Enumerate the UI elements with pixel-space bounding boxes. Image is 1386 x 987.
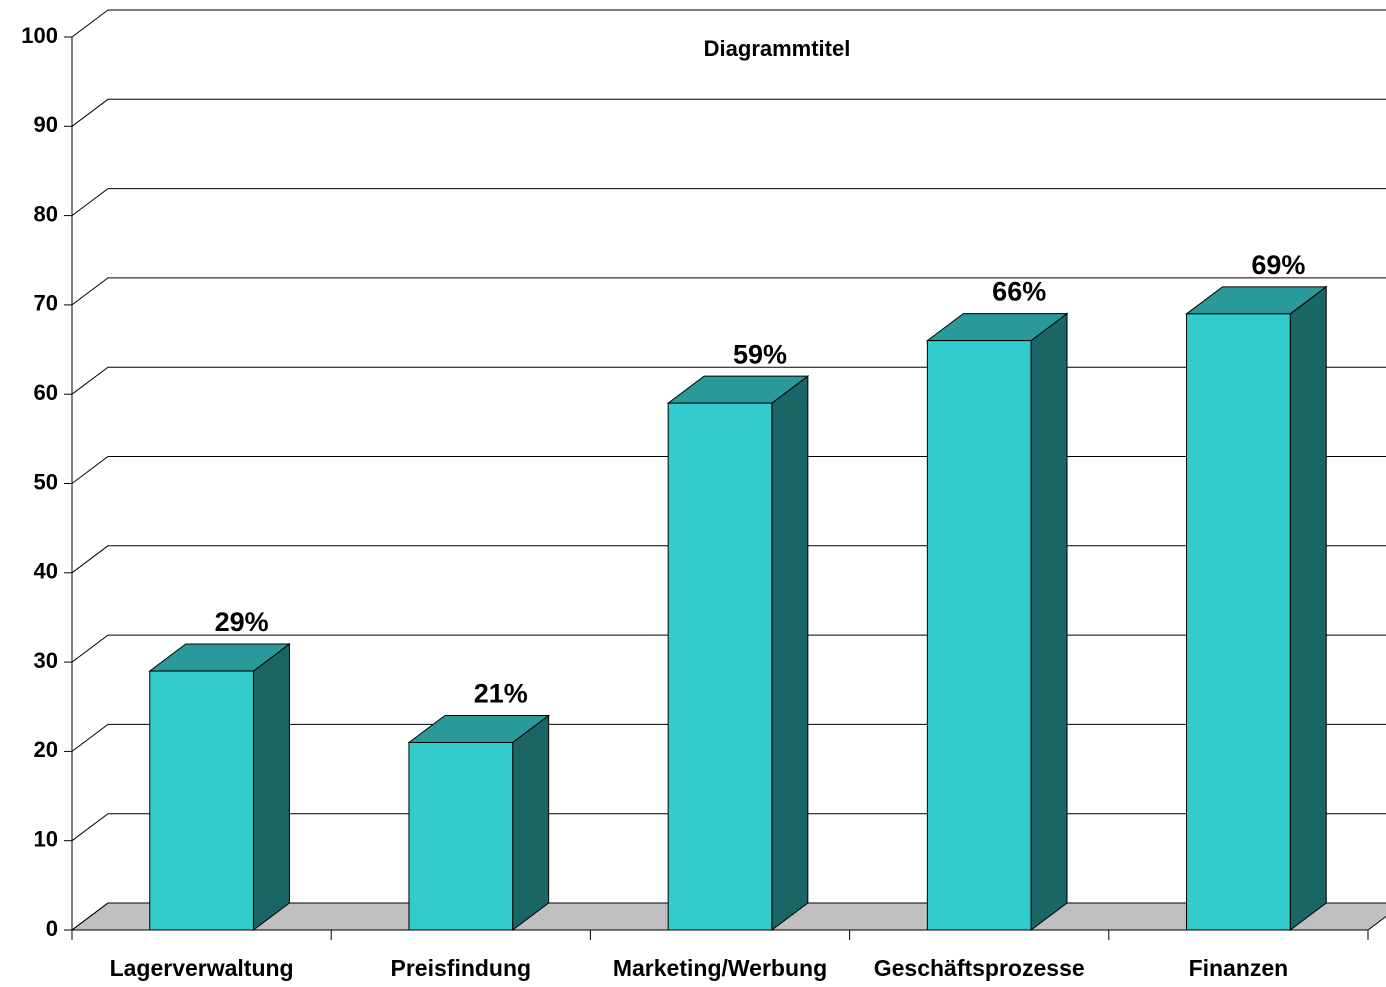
y-tick-label: 100 [21, 23, 58, 48]
bar-side [1030, 312, 1068, 931]
y-tick-label: 10 [34, 827, 58, 852]
y-tick-label: 70 [34, 291, 58, 316]
y-tick-label: 90 [34, 112, 58, 137]
y-tick-label: 80 [34, 201, 58, 226]
value-label: 29% [215, 607, 269, 637]
x-tick-label: Geschäftsprozesse [874, 955, 1085, 981]
y-tick-label: 20 [34, 737, 58, 762]
bar-side [512, 714, 550, 931]
x-tick-label: Finanzen [1189, 955, 1289, 981]
value-label: 69% [1251, 250, 1305, 280]
grid-line [71, 188, 1386, 217]
x-tick-label: Marketing/Werbung [613, 955, 827, 981]
y-tick-label: 40 [34, 559, 58, 584]
y-tick-label: 0 [46, 916, 58, 941]
y-tick-label: 30 [34, 648, 58, 673]
bar-side [1289, 285, 1327, 931]
y-tick-label: 50 [34, 469, 58, 494]
value-label: 21% [474, 679, 528, 709]
grid-line [71, 98, 1386, 127]
value-label: 66% [992, 277, 1046, 307]
bar [408, 741, 514, 931]
bar [149, 670, 254, 931]
bar [667, 402, 773, 931]
value-label: 59% [733, 339, 787, 369]
x-tick-label: Preisfindung [391, 955, 532, 981]
y-tick-label: 60 [34, 380, 58, 405]
bar [1186, 313, 1291, 931]
bar-side [252, 643, 290, 931]
x-tick-label: Lagerverwaltung [110, 955, 294, 981]
grid-line [71, 277, 1386, 306]
grid-line [71, 9, 1386, 38]
chart-title: Diagrammtitel [704, 36, 851, 61]
bar [926, 340, 1032, 931]
bar-side [771, 375, 809, 931]
